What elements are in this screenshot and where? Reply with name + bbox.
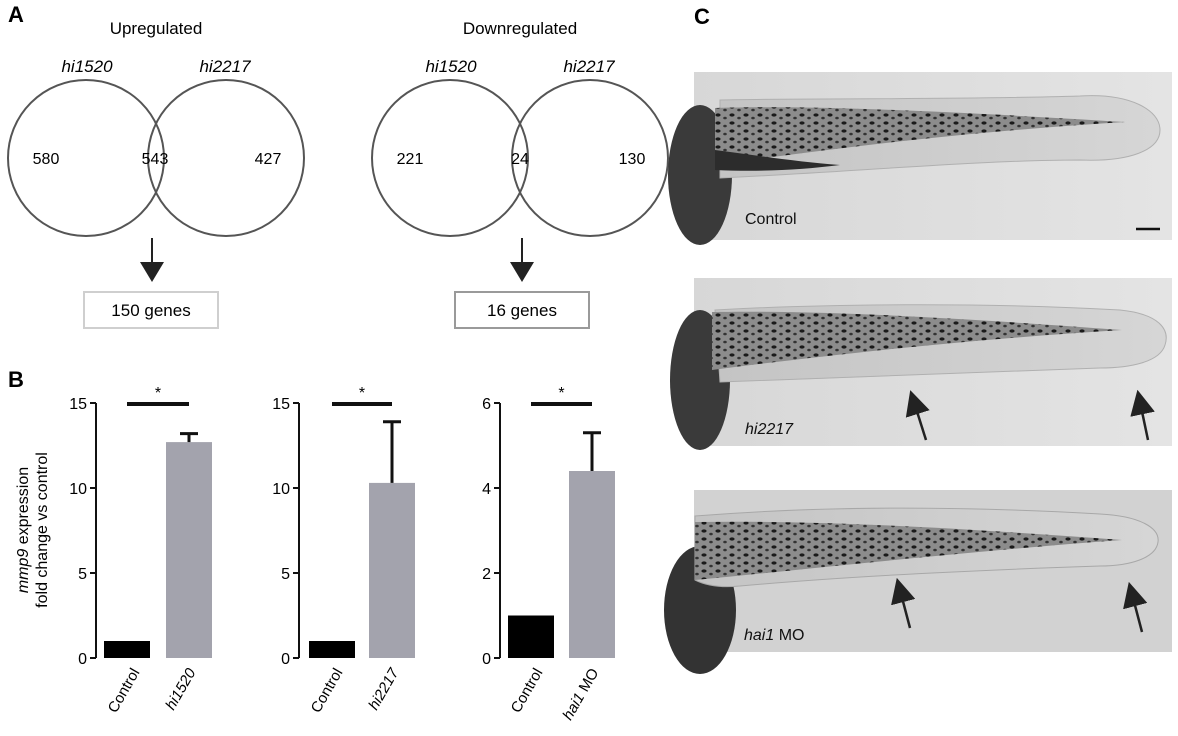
category-rest: MO <box>574 666 603 699</box>
venn-result-text: 150 genes <box>111 301 190 320</box>
venn-left-count: 221 <box>397 151 424 168</box>
y-tick-label: 0 <box>482 651 491 668</box>
y-axis-label-line1: mmp9 expression <box>15 467 32 593</box>
y-tick-label: 0 <box>281 651 290 668</box>
y-tick-label: 2 <box>482 566 491 583</box>
micrograph-label: hi2217 <box>745 421 794 438</box>
venn-overlap-count: 24 <box>511 151 529 168</box>
venn-set-right: hi2217 <box>199 57 251 76</box>
y-tick-label: 10 <box>272 481 290 498</box>
venn-arrow-head <box>510 262 534 282</box>
micrograph-hi2217: hi2217 <box>670 278 1172 450</box>
category-label: hi2217 <box>365 665 403 713</box>
y-tick-label: 5 <box>281 566 290 583</box>
y-tick-label: 4 <box>482 481 491 498</box>
bar <box>104 641 150 658</box>
bar-chart-hai1-mo: 0 2 4 6 * <box>482 385 615 668</box>
micrograph-label: hai1 MO <box>744 627 804 644</box>
y-axis-rest: expression <box>15 467 32 549</box>
venn-left-count: 580 <box>33 151 60 168</box>
micrograph-control: Control <box>668 72 1172 245</box>
venn-set-left: hi1520 <box>61 57 113 76</box>
arrow-line <box>1123 581 1148 633</box>
micrograph-rest: MO <box>774 627 804 644</box>
arrow-line <box>891 577 916 629</box>
venn-set-left: hi1520 <box>425 57 477 76</box>
category-label: Control <box>308 666 347 716</box>
significance-star: * <box>155 385 161 402</box>
venn-circle-left <box>7 79 165 237</box>
venn-arrow-head <box>140 262 164 282</box>
y-tick-label: 15 <box>272 396 290 413</box>
panel-letter-a: A <box>8 2 24 27</box>
y-axis-gene: mmp9 <box>15 549 32 594</box>
panel-letter-c: C <box>694 4 710 29</box>
y-axis-label-line2: fold change vs control <box>34 452 51 608</box>
category-label: Control <box>508 666 547 716</box>
category-label: hi1520 <box>162 665 200 713</box>
bar <box>166 442 212 658</box>
bar <box>309 641 355 658</box>
micrograph-gene: hai1 <box>744 627 774 644</box>
venn-result-box <box>454 291 590 329</box>
y-tick-label: 0 <box>78 651 87 668</box>
y-tick-label: 15 <box>69 396 87 413</box>
panel-letter-b: B <box>8 367 24 392</box>
venn-downregulated: Downregulated hi1520 hi2217 221 24 130 1… <box>371 19 669 329</box>
arrow-line <box>1130 389 1155 441</box>
venn-set-right: hi2217 <box>563 57 615 76</box>
bar <box>369 482 415 658</box>
y-tick-label: 10 <box>69 481 87 498</box>
venn-result-text: 16 genes <box>487 301 557 320</box>
venn-right-count: 130 <box>619 151 646 168</box>
y-tick-label: 6 <box>482 396 491 413</box>
bar-chart-hi2217: 0 5 10 15 * <box>272 385 415 668</box>
venn-upregulated: Upregulated hi1520 hi2217 580 543 427 15… <box>7 19 305 329</box>
category-label: hai1 MO <box>559 666 602 724</box>
category-label: Control <box>105 666 144 716</box>
venn-result-box <box>83 291 219 329</box>
bar <box>569 471 615 658</box>
venn-circle-right <box>147 79 305 237</box>
venn-title: Upregulated <box>110 19 203 38</box>
bar-chart-hi1520: 0 5 10 15 * <box>69 385 212 668</box>
y-tick-label: 5 <box>78 566 87 583</box>
significance-star: * <box>359 385 365 402</box>
venn-overlap-count: 543 <box>142 151 169 168</box>
bar <box>508 615 554 658</box>
venn-circle-right <box>511 79 669 237</box>
venn-title: Downregulated <box>463 19 577 38</box>
significance-star: * <box>558 385 564 402</box>
arrow-line <box>905 390 930 441</box>
venn-circle-left <box>371 79 529 237</box>
venn-right-count: 427 <box>255 151 282 168</box>
micrograph-label: Control <box>745 211 797 228</box>
micrograph-hai1-mo: hai1 MO <box>664 490 1172 674</box>
